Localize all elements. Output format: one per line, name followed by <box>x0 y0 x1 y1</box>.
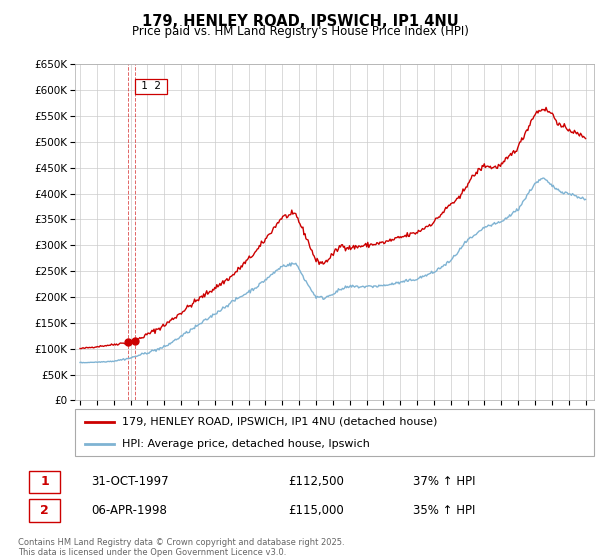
Text: 179, HENLEY ROAD, IPSWICH, IP1 4NU (detached house): 179, HENLEY ROAD, IPSWICH, IP1 4NU (deta… <box>122 417 437 427</box>
Text: 35% ↑ HPI: 35% ↑ HPI <box>413 504 475 517</box>
Text: 37% ↑ HPI: 37% ↑ HPI <box>413 475 475 488</box>
FancyBboxPatch shape <box>29 500 60 522</box>
Text: HPI: Average price, detached house, Ipswich: HPI: Average price, detached house, Ipsw… <box>122 438 370 449</box>
Text: £115,000: £115,000 <box>289 504 344 517</box>
Text: 1: 1 <box>40 475 49 488</box>
Text: 1  2: 1 2 <box>137 81 164 91</box>
Text: 179, HENLEY ROAD, IPSWICH, IP1 4NU: 179, HENLEY ROAD, IPSWICH, IP1 4NU <box>142 14 458 29</box>
FancyBboxPatch shape <box>75 409 594 456</box>
Text: £112,500: £112,500 <box>289 475 344 488</box>
Text: Price paid vs. HM Land Registry's House Price Index (HPI): Price paid vs. HM Land Registry's House … <box>131 25 469 38</box>
Text: 2: 2 <box>40 504 49 517</box>
Text: Contains HM Land Registry data © Crown copyright and database right 2025.
This d: Contains HM Land Registry data © Crown c… <box>18 538 344 557</box>
FancyBboxPatch shape <box>29 470 60 493</box>
Text: 31-OCT-1997: 31-OCT-1997 <box>91 475 169 488</box>
Text: 06-APR-1998: 06-APR-1998 <box>91 504 167 517</box>
